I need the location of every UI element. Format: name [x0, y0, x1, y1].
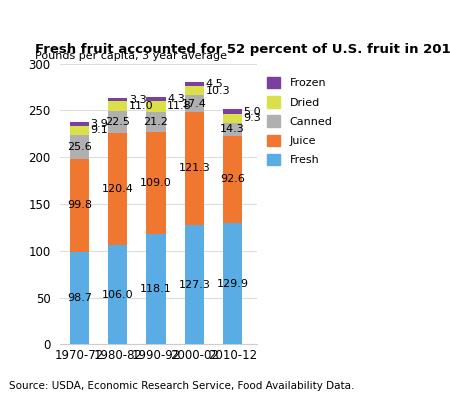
Text: 9.1: 9.1 [90, 125, 108, 136]
Text: 17.4: 17.4 [182, 99, 207, 108]
Text: 92.6: 92.6 [220, 174, 245, 184]
Text: 120.4: 120.4 [102, 184, 134, 194]
Text: 109.0: 109.0 [140, 178, 172, 188]
Legend: Frozen, Dried, Canned, Juice, Fresh: Frozen, Dried, Canned, Juice, Fresh [265, 75, 334, 167]
Bar [108, 98, 127, 101]
Bar [70, 252, 89, 344]
Bar [223, 114, 242, 123]
Bar [223, 109, 242, 114]
Bar [146, 101, 166, 112]
Bar [108, 112, 127, 132]
Bar [184, 112, 204, 225]
Bar [70, 159, 89, 252]
Bar [70, 123, 89, 126]
Text: 4.3: 4.3 [167, 94, 185, 104]
Text: 3.9: 3.9 [90, 119, 108, 129]
Text: 118.1: 118.1 [140, 284, 172, 294]
Bar [70, 135, 89, 159]
Text: 21.2: 21.2 [144, 117, 168, 127]
Text: 98.7: 98.7 [67, 293, 92, 303]
Text: 121.3: 121.3 [178, 163, 210, 173]
Text: 11.8: 11.8 [167, 101, 192, 112]
Bar [146, 97, 166, 101]
Bar [184, 95, 204, 112]
Text: Fresh fruit accounted for 52 percent of U.S. fruit in 2010-12: Fresh fruit accounted for 52 percent of … [35, 42, 450, 55]
Bar [108, 245, 127, 344]
Text: 5.0: 5.0 [243, 107, 261, 117]
Text: 22.5: 22.5 [105, 117, 130, 127]
Text: 9.3: 9.3 [243, 114, 261, 123]
Bar [184, 86, 204, 95]
Bar [146, 234, 166, 344]
Bar [146, 132, 166, 234]
Bar [108, 101, 127, 112]
Bar [184, 82, 204, 86]
Bar [146, 112, 166, 132]
Bar [223, 136, 242, 223]
Bar [70, 126, 89, 135]
Text: 11.0: 11.0 [129, 101, 153, 111]
Text: 3.3: 3.3 [129, 95, 146, 105]
Bar [108, 132, 127, 245]
Bar [223, 223, 242, 344]
Text: 99.8: 99.8 [67, 200, 92, 210]
Text: Pounds per capita, 3 year average: Pounds per capita, 3 year average [35, 51, 227, 61]
Text: 14.3: 14.3 [220, 125, 245, 134]
Text: 25.6: 25.6 [67, 141, 92, 152]
Bar [184, 225, 204, 344]
Text: 106.0: 106.0 [102, 290, 134, 300]
Text: 4.5: 4.5 [205, 79, 223, 89]
Text: 127.3: 127.3 [178, 280, 210, 290]
Text: 10.3: 10.3 [205, 86, 230, 95]
Text: Source: USDA, Economic Research Service, Food Availability Data.: Source: USDA, Economic Research Service,… [9, 381, 355, 391]
Bar [223, 123, 242, 136]
Text: 129.9: 129.9 [216, 279, 248, 288]
